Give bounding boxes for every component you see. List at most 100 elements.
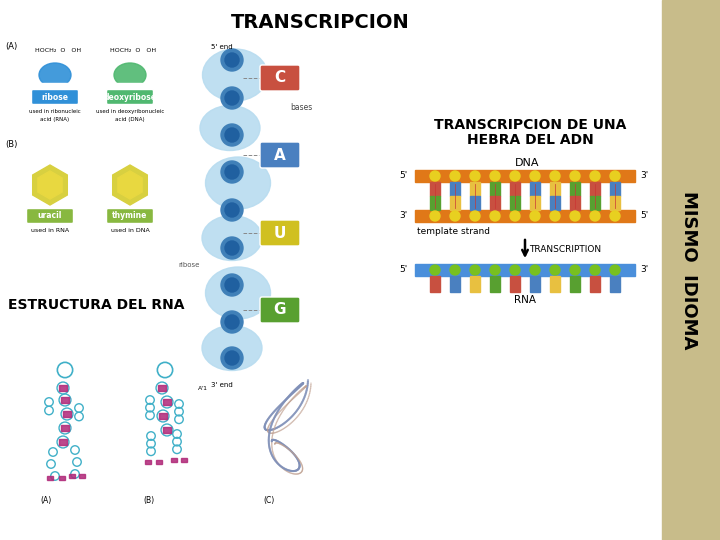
Bar <box>610 182 620 196</box>
Bar <box>59 476 65 480</box>
Circle shape <box>225 91 239 105</box>
Bar <box>63 411 71 416</box>
Bar <box>171 458 177 462</box>
Text: A: A <box>274 147 286 163</box>
Text: 3' end: 3' end <box>211 382 233 388</box>
Bar <box>570 182 580 196</box>
Bar <box>610 276 620 292</box>
Circle shape <box>450 211 460 221</box>
Ellipse shape <box>114 63 146 87</box>
Circle shape <box>430 171 440 181</box>
Bar <box>450 196 460 210</box>
Bar <box>415 170 635 182</box>
Text: C: C <box>274 71 286 85</box>
Text: 3': 3' <box>400 212 408 220</box>
Circle shape <box>450 171 460 181</box>
Circle shape <box>490 265 500 275</box>
Text: G: G <box>274 302 287 318</box>
Circle shape <box>221 347 243 369</box>
Bar <box>470 276 480 292</box>
Circle shape <box>221 49 243 71</box>
Bar <box>490 182 500 196</box>
FancyBboxPatch shape <box>260 297 300 323</box>
Circle shape <box>430 211 440 221</box>
Circle shape <box>610 171 620 181</box>
Bar <box>59 386 67 390</box>
Bar <box>47 476 53 480</box>
Circle shape <box>470 211 480 221</box>
Bar <box>163 428 171 433</box>
Ellipse shape <box>202 49 268 101</box>
Text: TRANSCRIPCION: TRANSCRIPCION <box>230 12 410 31</box>
Bar <box>415 264 635 276</box>
Text: ESTRUCTURA DEL RNA: ESTRUCTURA DEL RNA <box>8 298 184 312</box>
Circle shape <box>221 124 243 146</box>
Circle shape <box>221 237 243 259</box>
Bar <box>590 182 600 196</box>
Bar <box>470 196 480 210</box>
Circle shape <box>590 211 600 221</box>
Text: TRANSCRIPCION DE UNA: TRANSCRIPCION DE UNA <box>434 118 626 132</box>
Bar <box>550 182 560 196</box>
Circle shape <box>590 265 600 275</box>
Bar <box>590 196 600 210</box>
Circle shape <box>225 315 239 329</box>
Circle shape <box>530 171 540 181</box>
Bar <box>39 83 71 93</box>
Bar <box>60 426 69 430</box>
Text: U: U <box>274 226 286 240</box>
Circle shape <box>221 199 243 221</box>
Bar <box>550 196 560 210</box>
Circle shape <box>490 171 500 181</box>
Bar <box>181 458 187 462</box>
Bar <box>430 196 440 210</box>
Circle shape <box>570 171 580 181</box>
Circle shape <box>470 265 480 275</box>
Bar <box>490 196 500 210</box>
Text: 3': 3' <box>640 266 648 274</box>
Text: acid (RNA): acid (RNA) <box>40 117 70 122</box>
Circle shape <box>221 87 243 109</box>
Text: used in deoxyribonucleic: used in deoxyribonucleic <box>96 109 164 114</box>
Text: DNA: DNA <box>515 158 539 168</box>
Circle shape <box>470 171 480 181</box>
Text: used in DNA: used in DNA <box>111 228 149 233</box>
Circle shape <box>225 203 239 217</box>
Bar <box>158 414 167 418</box>
Bar <box>114 83 146 93</box>
Text: HOCH₂  O   OH: HOCH₂ O OH <box>110 48 156 52</box>
Circle shape <box>550 265 560 275</box>
Bar <box>490 276 500 292</box>
Ellipse shape <box>205 157 271 209</box>
Bar <box>79 474 85 478</box>
Bar <box>59 440 67 444</box>
Bar <box>510 276 520 292</box>
Circle shape <box>225 53 239 67</box>
Bar <box>570 276 580 292</box>
Text: used in ribonucleic: used in ribonucleic <box>29 109 81 114</box>
FancyBboxPatch shape <box>107 208 153 224</box>
Bar <box>158 386 166 390</box>
Circle shape <box>225 165 239 179</box>
Bar <box>590 276 600 292</box>
Text: template strand: template strand <box>417 227 490 237</box>
Bar <box>450 182 460 196</box>
Bar <box>550 276 560 292</box>
FancyBboxPatch shape <box>260 220 300 246</box>
Ellipse shape <box>205 267 271 319</box>
FancyBboxPatch shape <box>32 90 78 105</box>
Circle shape <box>530 265 540 275</box>
Circle shape <box>221 274 243 296</box>
Circle shape <box>225 351 239 365</box>
Circle shape <box>221 311 243 333</box>
Text: (A): (A) <box>5 43 17 51</box>
Bar <box>415 210 635 222</box>
Text: 5': 5' <box>640 212 648 220</box>
Circle shape <box>221 161 243 183</box>
Bar <box>450 276 460 292</box>
Text: thymine: thymine <box>112 212 148 220</box>
Text: deoxyribose: deoxyribose <box>104 92 156 102</box>
Circle shape <box>510 171 520 181</box>
Bar <box>430 276 440 292</box>
Bar <box>510 182 520 196</box>
